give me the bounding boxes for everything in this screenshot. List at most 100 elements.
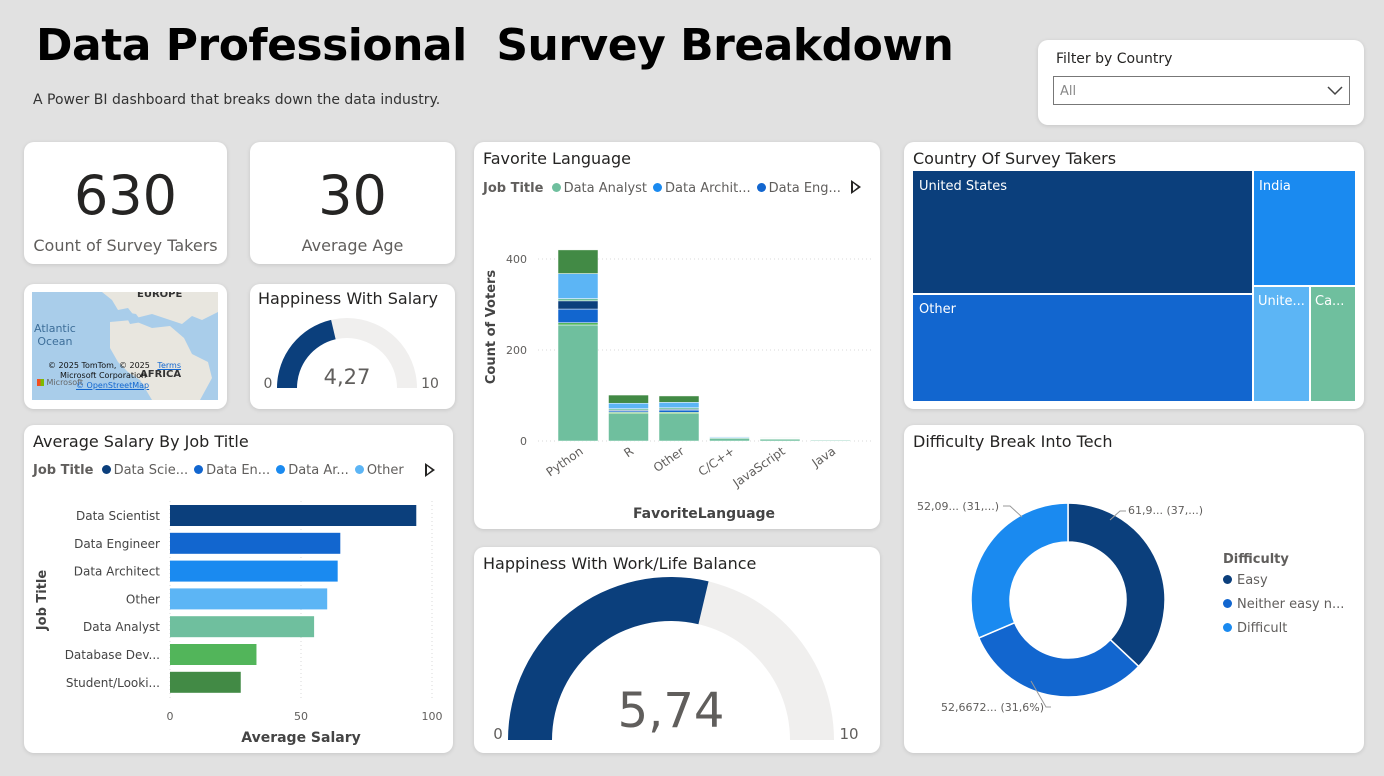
language-chart-title: Favorite Language — [483, 149, 631, 168]
treemap-cell-canada[interactable]: Ca... — [1311, 287, 1355, 401]
difficulty-donut-chart[interactable]: 61,9... (37,...) 52,6672... (31,6%) 52,09.… — [904, 425, 1364, 753]
legend-item[interactable]: Data Archit... — [653, 181, 751, 196]
y-tick-label: 200 — [506, 344, 527, 357]
bar — [170, 616, 315, 638]
gauge-worklife-title: Happiness With Work/Life Balance — [483, 554, 757, 573]
treemap-cell-united-states[interactable]: United States — [913, 171, 1252, 293]
map-label-atlantic: Atlantic Ocean — [34, 322, 76, 348]
legend-dot-icon — [756, 183, 766, 192]
legend-label: Difficult — [1237, 621, 1288, 636]
leader-line — [1003, 505, 1023, 518]
y-tick-label: Student/Looki... — [66, 676, 160, 690]
legend-item[interactable]: Data Ar... — [276, 463, 349, 478]
leader-line — [1109, 510, 1126, 521]
gauge-max-label: 10 — [839, 725, 858, 743]
data-label: 61,9... (37,...) — [1128, 504, 1203, 517]
gauge-worklife-chart[interactable]: 5,74 0 10 — [474, 547, 880, 753]
legend-label: Data En... — [206, 463, 271, 478]
legend-next-icon[interactable] — [425, 463, 435, 477]
filter-value: All — [1060, 84, 1077, 99]
treemap-label: Unite... — [1258, 294, 1305, 309]
gauge-salary-title: Happiness With Salary — [258, 289, 439, 308]
legend-dot-icon — [101, 465, 111, 474]
salary-chart-title: Average Salary By Job Title — [33, 432, 249, 451]
map-label-africa: AFRICA — [140, 369, 182, 380]
country-treemap: United States Other India Unite... Ca... — [913, 171, 1356, 401]
map-label-europe: EUROPE — [137, 292, 183, 300]
donut-slice — [1067, 502, 1166, 668]
y-axis-title: Count of Voters — [484, 270, 499, 385]
filter-label: Filter by Country — [1056, 51, 1173, 67]
map-land — [102, 292, 218, 400]
bar-segment — [658, 395, 700, 403]
attribution-microsoft: Microsoft Corporation — [60, 371, 147, 380]
legend-item[interactable]: Data Eng... — [756, 181, 841, 196]
map[interactable]: EUROPE Atlantic Ocean AFRICA © 2025 TomT… — [32, 292, 218, 400]
y-tick-label: Data Engineer — [74, 537, 160, 551]
language-chart-legend: Job Title Data Analyst Data Archit... Data… — [483, 181, 847, 196]
leader-line — [1030, 680, 1051, 708]
language-chart-card: Favorite Language Job Title Data Analyst… — [474, 142, 880, 529]
gauge-salary-chart[interactable]: 4,27 0 10 — [250, 284, 455, 409]
x-tick-label: 0 — [167, 710, 174, 723]
bar-segment — [709, 438, 750, 442]
legend-title: Job Title — [33, 463, 94, 478]
treemap-cell-united-kingdom[interactable]: Unite... — [1254, 287, 1309, 401]
bar — [170, 671, 241, 693]
treemap-label: India — [1259, 179, 1291, 194]
kpi-count-value: 630 — [73, 164, 178, 227]
legend-item[interactable]: Neither easy n... — [1223, 597, 1344, 612]
microsoft-logo: Microsoft — [37, 378, 83, 387]
legend-dot-icon — [1223, 623, 1232, 632]
kpi-count-card: 630 Count of Survey Takers — [24, 142, 227, 264]
bar-segment — [608, 402, 649, 409]
legend-label: Data Archit... — [665, 181, 751, 196]
attribution-terms-link[interactable]: Terms — [157, 361, 181, 370]
bar — [170, 505, 417, 526]
gauge-salary-card: Happiness With Salary 4,27 0 10 — [250, 284, 455, 409]
bar-segment — [557, 308, 599, 323]
donut-slice — [977, 621, 1140, 698]
bar-segment — [658, 402, 700, 409]
legend-label: Data Ar... — [288, 463, 349, 478]
treemap-label: United States — [919, 179, 1008, 194]
y-axis-title: Job Title — [35, 570, 50, 632]
y-tick-label: Database Dev... — [65, 648, 160, 662]
bar-segment — [608, 394, 649, 404]
x-axis-title: FavoriteLanguage — [633, 506, 775, 522]
country-filter-dropdown[interactable]: All — [1053, 76, 1350, 105]
gauge-worklife-card: Happiness With Work/Life Balance 5,74 0 10 — [474, 547, 880, 753]
legend-item[interactable]: Data Scie... — [101, 463, 188, 478]
difficulty-donut-card: Difficulty Break Into Tech 61,9... (37,.… — [904, 425, 1364, 753]
legend-dot-icon — [276, 465, 286, 474]
treemap-cell-india[interactable]: India — [1254, 171, 1355, 285]
legend-item[interactable]: Difficult — [1223, 621, 1344, 636]
donut-slice — [970, 502, 1069, 639]
legend-item[interactable]: Data Analyst — [551, 181, 647, 196]
x-tick-label: 50 — [294, 710, 308, 723]
legend-label: Easy — [1237, 573, 1268, 588]
x-tick-label: Java — [809, 444, 839, 471]
bar-segment — [557, 300, 599, 310]
treemap-cell-other[interactable]: Other — [913, 295, 1252, 401]
bar-segment — [759, 438, 801, 442]
legend-dot-icon — [194, 465, 204, 474]
gauge-fill — [508, 577, 709, 740]
salary-bar-chart[interactable]: 0 50 100 Data Scientist Data Engineer Data Ar… — [24, 425, 453, 753]
legend-next-icon[interactable] — [851, 180, 861, 194]
legend-item[interactable]: Data En... — [194, 463, 270, 478]
legend-item[interactable]: Other — [354, 463, 404, 478]
country-treemap-card: Country Of Survey Takers United States O… — [904, 142, 1364, 409]
legend-item[interactable]: Easy — [1223, 573, 1344, 588]
legend-dot-icon — [1223, 599, 1232, 608]
attribution-tomtom: © 2025 TomTom, © 2025 — [48, 361, 150, 370]
bar — [170, 532, 341, 554]
bar-segment — [557, 249, 599, 274]
bar — [170, 588, 328, 610]
legend-label: Neither easy n... — [1237, 597, 1345, 612]
gauge-min-label: 0 — [493, 725, 503, 743]
country-filter-card: Filter by Country All — [1038, 40, 1364, 125]
attribution-osm-link[interactable]: © OpenStreetMap — [76, 381, 150, 390]
page-title: Data Professional Survey Breakdown — [36, 20, 954, 71]
